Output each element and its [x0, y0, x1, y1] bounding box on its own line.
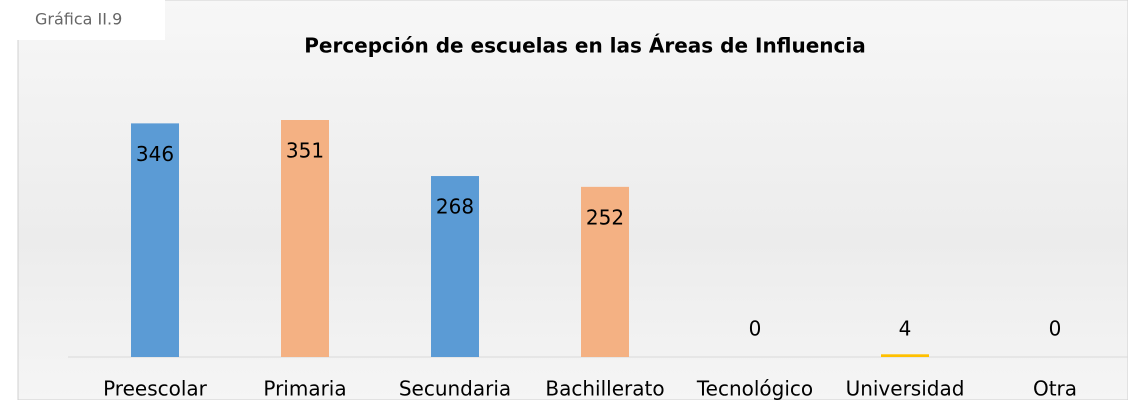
x-tick-label: Primaria [263, 377, 346, 400]
data-label: 0 [749, 317, 762, 341]
bar [281, 120, 329, 357]
bar [881, 354, 929, 357]
bar [131, 123, 179, 357]
x-tick-label: Secundaria [399, 377, 511, 400]
x-tick-label: Universidad [846, 377, 965, 400]
x-tick-label: Otra [1033, 377, 1077, 400]
bar [581, 186, 629, 357]
chart-title: Percepción de escuelas en las Áreas de I… [304, 34, 866, 58]
data-label: 268 [436, 195, 474, 219]
x-tick-label: Tecnológico [696, 377, 813, 400]
data-label: 351 [286, 139, 324, 163]
data-label: 0 [1049, 317, 1062, 341]
bar [431, 176, 479, 357]
caption-box [0, 0, 165, 40]
x-tick-label: Preescolar [103, 377, 208, 400]
data-label: 4 [899, 317, 912, 341]
plot-background [17, 0, 1128, 400]
x-tick-label: Bachillerato [545, 377, 664, 400]
data-label: 346 [136, 142, 174, 166]
data-label: 252 [586, 205, 624, 229]
caption: Gráfica II.9 [35, 10, 122, 29]
